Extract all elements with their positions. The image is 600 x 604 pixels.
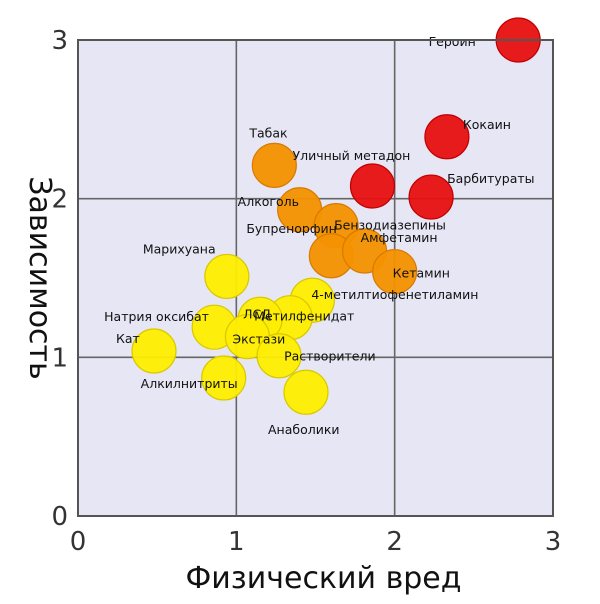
data-label-12: Метилфенидат [254, 309, 354, 324]
data-points [131, 17, 541, 415]
data-label-15: Натрия оксибат [104, 309, 209, 324]
data-label-19: Алкилнитриты [141, 376, 238, 391]
data-label-2: Кокаин [463, 117, 511, 132]
x-tick-label: 2 [386, 527, 403, 557]
data-point-10 [372, 249, 418, 295]
data-point-5 [251, 142, 297, 188]
data-label-13: Марихуана [143, 241, 216, 256]
data-label-17: Кат [116, 331, 140, 346]
x-tick-label: 3 [545, 527, 562, 557]
data-point-3 [408, 174, 454, 220]
tick-labels: 0 1 2 3 0 1 2 3 [51, 26, 561, 557]
data-label-8: Бупренорфин [246, 221, 337, 236]
y-tick-label: 1 [51, 343, 68, 373]
data-point-4 [349, 163, 396, 209]
y-tick-label: 2 [51, 185, 68, 215]
data-point-20 [283, 369, 329, 415]
data-point-19 [201, 355, 247, 401]
data-label-4: Уличный метадон [293, 148, 411, 163]
data-label-7: Бензодиазепины [334, 218, 446, 233]
data-label-1: Героин [429, 34, 476, 49]
plot-frame [77, 39, 554, 517]
data-label-16: Экстази [232, 332, 285, 347]
data-label-14: ЛСД [243, 306, 271, 321]
x-tick-label: 1 [228, 527, 245, 557]
data-label-5: Табак [248, 125, 288, 140]
x-axis-title: Физический вред [185, 561, 461, 596]
data-label-20: Анаболики [268, 422, 340, 437]
data-point-18 [256, 333, 302, 379]
data-point-2 [424, 114, 470, 160]
y-tick-label: 3 [51, 26, 68, 56]
data-label-11: 4-метилтиофенетиламин [311, 287, 478, 302]
data-label-3: Барбитураты [447, 171, 534, 186]
data-point-17 [131, 328, 177, 374]
data-label-9: Амфетамин [361, 230, 438, 245]
y-axis-title: Зависимость [22, 176, 57, 379]
data-labels: Героин Кокаин Барбитураты Уличный метадон Та… [104, 34, 534, 437]
data-label-18: Растворители [284, 349, 376, 364]
data-label-6: Алкоголь [238, 194, 299, 209]
data-label-10: Кетамин [393, 266, 450, 281]
data-point-13 [204, 253, 250, 300]
x-tick-label: 0 [70, 527, 87, 557]
y-tick-label: 0 [51, 502, 68, 532]
